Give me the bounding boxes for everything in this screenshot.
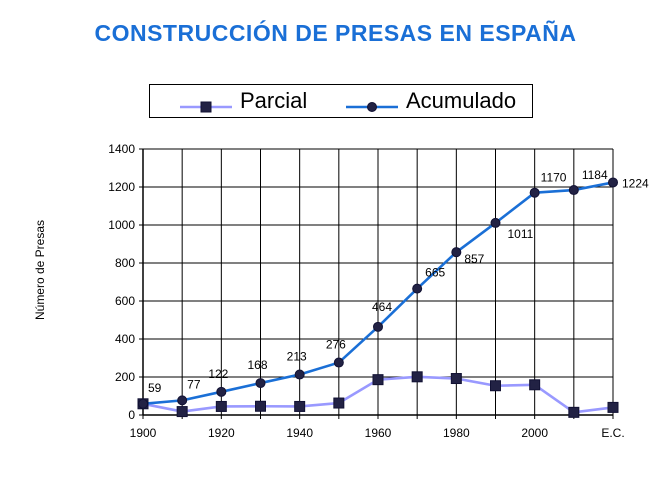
x-tick-label: E.C. <box>601 426 624 440</box>
data-label: 122 <box>208 367 228 381</box>
x-tick-label: 1960 <box>365 426 392 440</box>
data-point-parcial <box>490 380 501 392</box>
data-point-acumulado <box>529 187 540 198</box>
data-point-acumulado <box>490 217 501 228</box>
data-label: 1184 <box>582 168 608 182</box>
x-tick-label: 2000 <box>521 426 548 440</box>
data-point-parcial <box>294 400 306 412</box>
data-point-parcial <box>450 373 462 385</box>
data-point-acumulado <box>216 386 227 397</box>
data-point-parcial <box>607 401 619 413</box>
y-tick-label: 1400 <box>108 142 135 156</box>
legend-swatch-parcial <box>180 94 232 112</box>
data-point-parcial <box>255 400 266 412</box>
y-tick-label: 0 <box>128 408 135 422</box>
data-label: 1170 <box>541 171 567 185</box>
data-label: 1224 <box>622 176 649 190</box>
data-label: 276 <box>326 338 346 352</box>
data-point-acumulado <box>294 369 305 380</box>
legend-label-acumulado: Acumulado <box>406 87 517 113</box>
data-label: 1011 <box>508 227 534 241</box>
data-point-parcial <box>411 371 423 383</box>
data-label: 77 <box>187 377 201 391</box>
data-label: 213 <box>287 350 307 364</box>
data-point-acumulado <box>177 395 188 406</box>
legend-item-acumulado: Acumulado <box>346 85 516 116</box>
x-tick-label: 1920 <box>208 426 235 440</box>
x-tick-label: 1900 <box>130 426 157 440</box>
data-point-parcial <box>529 379 541 391</box>
data-point-parcial <box>176 406 188 418</box>
chart-legend: Parcial Acumulado <box>149 84 533 118</box>
data-point-parcial <box>333 397 345 409</box>
data-point-acumulado <box>138 398 148 409</box>
data-point-acumulado <box>568 185 579 196</box>
legend-item-parcial: Parcial <box>180 85 307 116</box>
data-label: 464 <box>372 300 392 314</box>
y-tick-label: 800 <box>115 256 135 270</box>
legend-label-parcial: Parcial <box>240 87 308 113</box>
y-tick-label: 1200 <box>108 180 135 194</box>
data-point-parcial <box>372 374 384 386</box>
x-tick-label: 1940 <box>286 426 313 440</box>
data-point-acumulado <box>255 378 266 389</box>
y-tick-label: 600 <box>115 294 135 308</box>
y-tick-label: 200 <box>115 370 135 384</box>
data-point-acumulado <box>333 357 344 368</box>
legend-swatch-acumulado <box>346 94 398 112</box>
x-tick-label: 1980 <box>443 426 470 440</box>
data-point-parcial <box>215 400 227 412</box>
y-tick-label: 1000 <box>108 218 135 232</box>
y-tick-label: 400 <box>115 332 135 346</box>
data-label: 665 <box>425 266 445 280</box>
data-point-acumulado <box>412 283 423 294</box>
data-point-parcial <box>568 406 580 418</box>
data-label: 59 <box>148 381 162 395</box>
data-point-acumulado <box>373 321 383 332</box>
data-point-acumulado <box>451 247 462 258</box>
data-label: 857 <box>464 252 484 266</box>
data-point-acumulado <box>608 177 618 188</box>
data-label: 168 <box>248 358 268 372</box>
chart-title: CONSTRUCCIÓN DE PRESAS EN ESPAÑA <box>94 20 577 46</box>
